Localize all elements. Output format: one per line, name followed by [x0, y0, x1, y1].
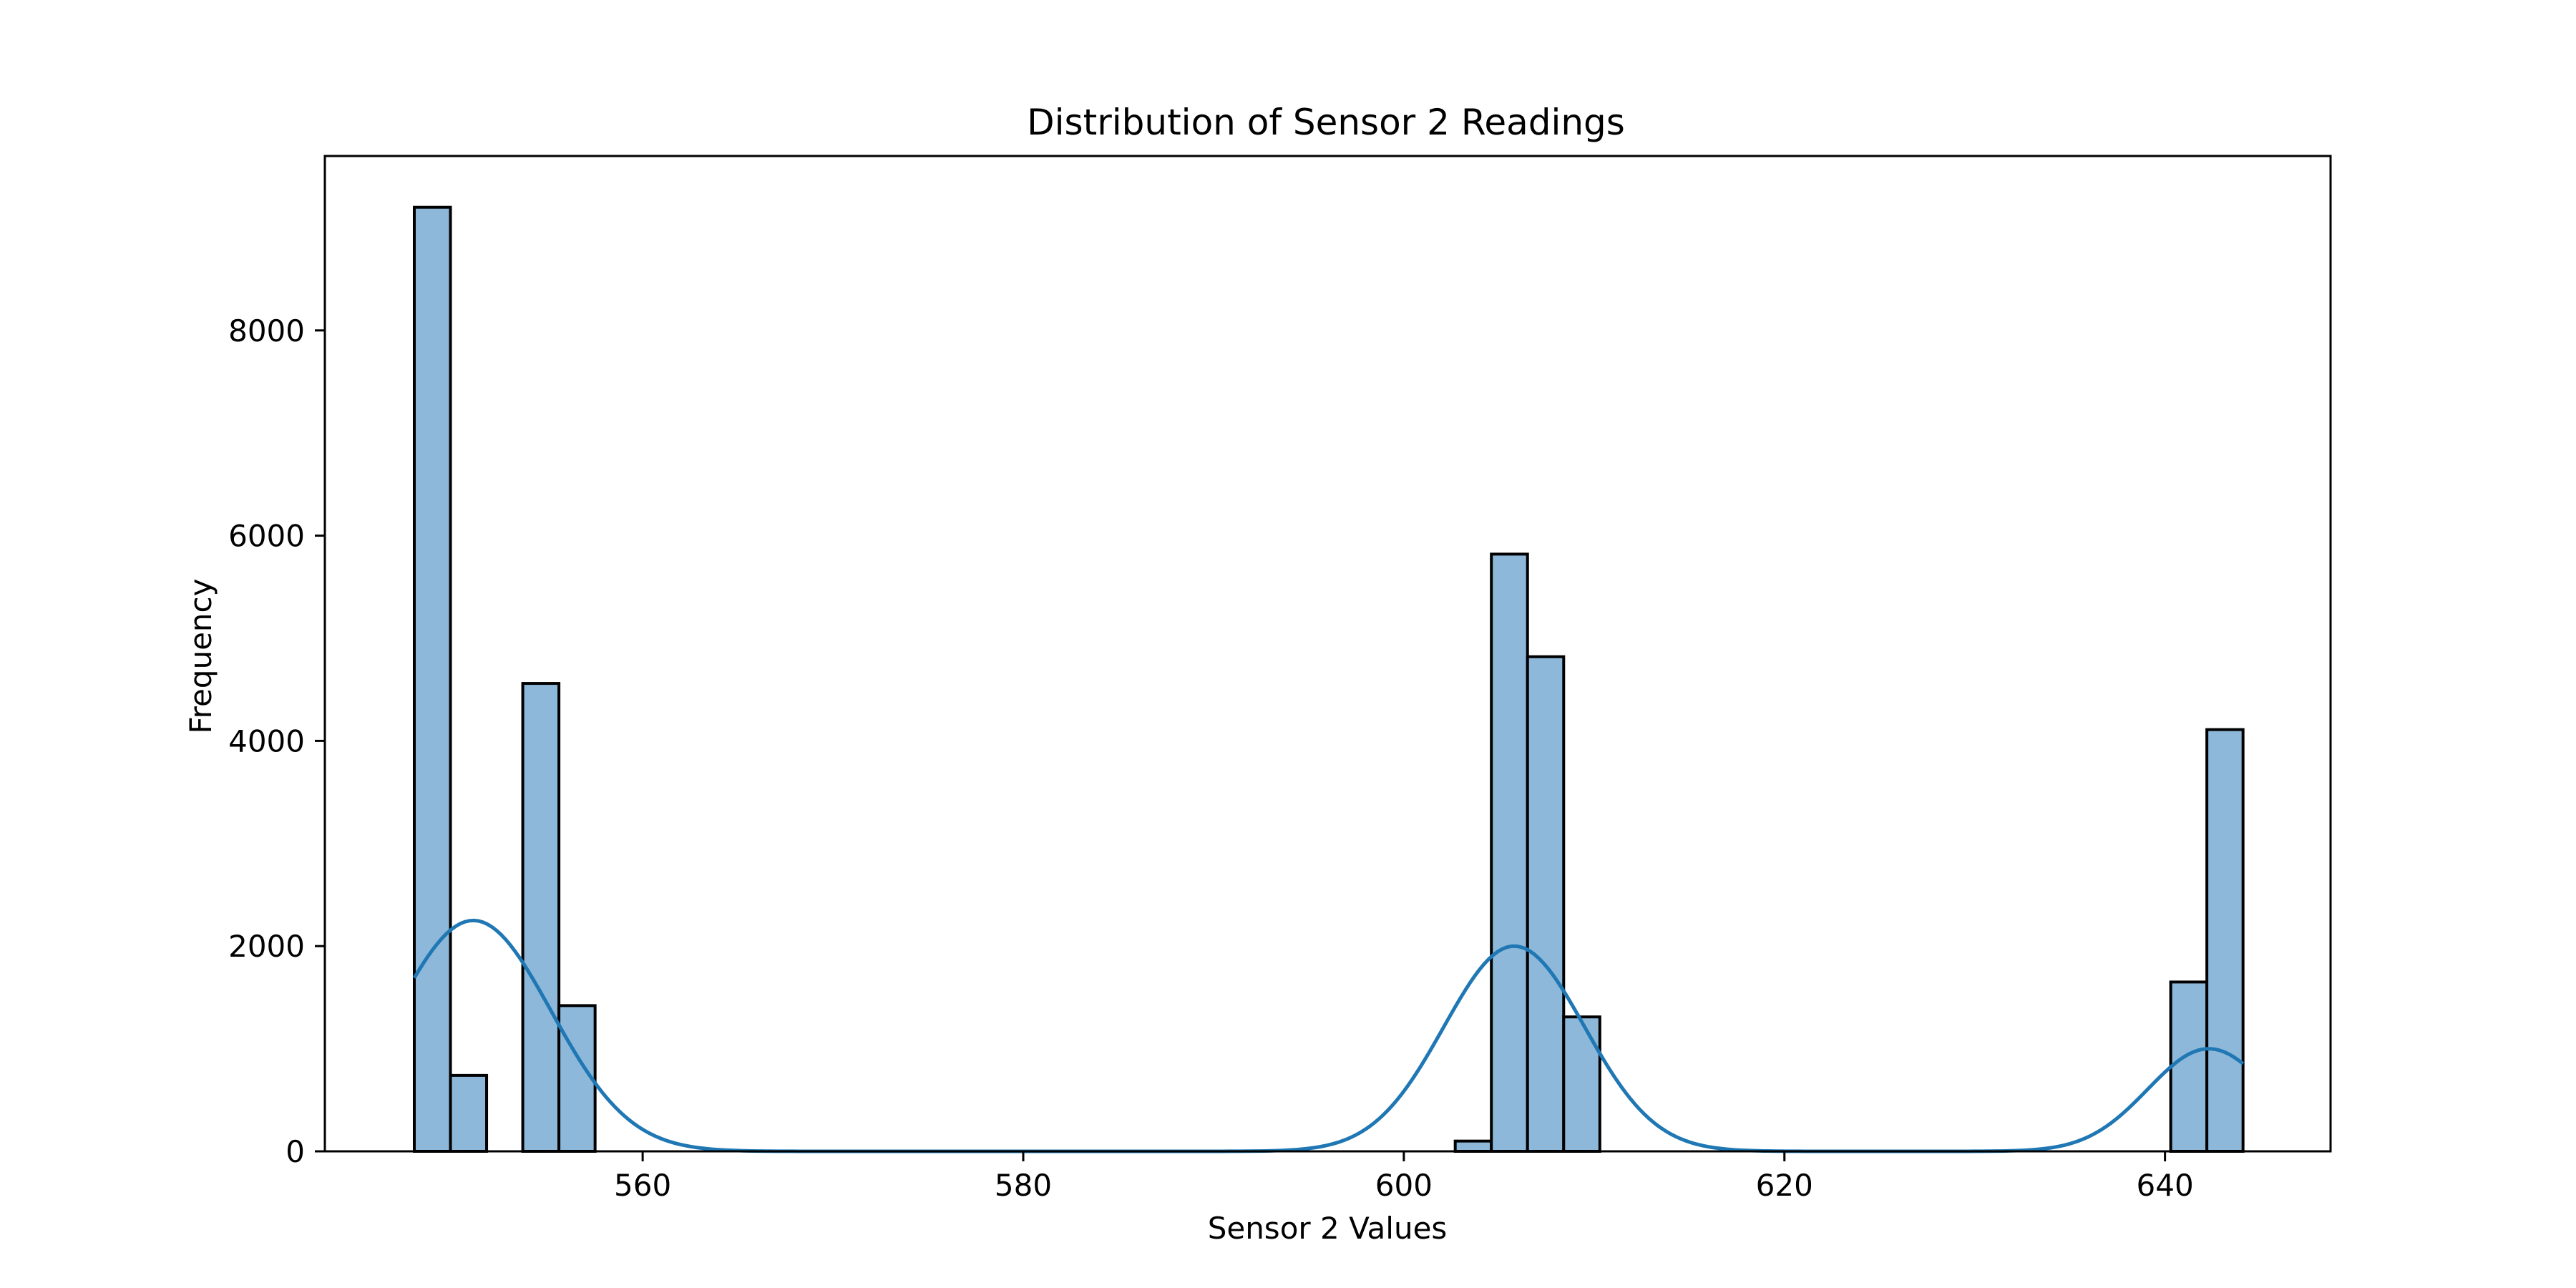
histogram-bar	[1526, 655, 1566, 1153]
plot-frame	[323, 155, 2332, 1153]
x-tick-label: 640	[2137, 1168, 2194, 1203]
x-tick-label: 600	[1375, 1168, 1433, 1203]
histogram-bar	[1490, 552, 1529, 1153]
chart-title: Distribution of Sensor 2 Readings	[1027, 102, 1625, 143]
x-axis-label: Sensor 2 Values	[1208, 1211, 1448, 1246]
y-tick-label: 2000	[228, 929, 305, 964]
y-tick-label: 6000	[228, 519, 305, 554]
y-tick-label: 8000	[228, 313, 305, 348]
bars-group	[412, 205, 2245, 1153]
y-axis: 0 2000 4000 6000 8000	[228, 313, 325, 1169]
y-tick-label: 0	[286, 1134, 305, 1169]
x-tick-label: 560	[614, 1168, 671, 1203]
histogram-bar	[449, 1073, 489, 1153]
histogram-bar	[1562, 1015, 1601, 1153]
histogram-bar	[521, 682, 561, 1153]
x-tick-label: 580	[995, 1168, 1052, 1203]
y-axis-label: Frequency	[183, 579, 218, 734]
histogram-bar	[1453, 1139, 1493, 1153]
x-tick-label: 620	[1756, 1168, 1813, 1203]
histogram-bar	[2169, 980, 2209, 1153]
y-tick-label: 4000	[228, 723, 305, 758]
histogram-bar	[412, 205, 452, 1153]
histogram-bar	[2205, 728, 2245, 1153]
x-axis: 560 580 600 620 640	[614, 1151, 2194, 1203]
